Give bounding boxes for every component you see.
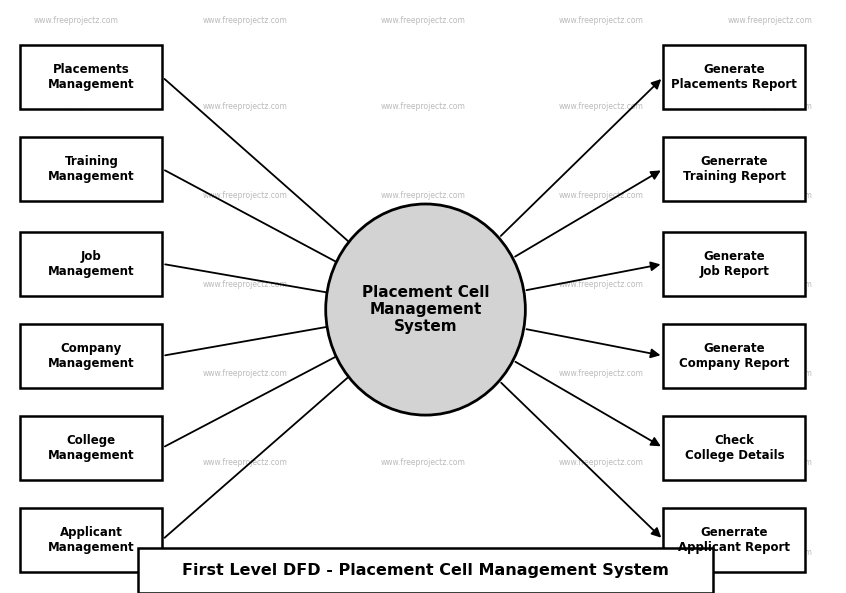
Text: Generrate
Applicant Report: Generrate Applicant Report	[678, 525, 790, 554]
Text: First Level DFD - Placement Cell Management System: First Level DFD - Placement Cell Managem…	[182, 563, 669, 578]
FancyBboxPatch shape	[663, 45, 805, 109]
Text: www.freeprojectz.com: www.freeprojectz.com	[34, 369, 118, 378]
FancyBboxPatch shape	[663, 416, 805, 480]
Text: www.freeprojectz.com: www.freeprojectz.com	[558, 191, 643, 200]
Text: www.freeprojectz.com: www.freeprojectz.com	[728, 191, 812, 200]
Text: Check
College Details: Check College Details	[684, 433, 784, 462]
Text: www.freeprojectz.com: www.freeprojectz.com	[203, 458, 288, 467]
Text: www.freeprojectz.com: www.freeprojectz.com	[34, 548, 118, 557]
FancyBboxPatch shape	[138, 548, 713, 593]
Text: www.freeprojectz.com: www.freeprojectz.com	[558, 102, 643, 111]
Text: Generate
Placements Report: Generate Placements Report	[672, 63, 797, 91]
Text: www.freeprojectz.com: www.freeprojectz.com	[34, 102, 118, 111]
Text: College
Management: College Management	[48, 433, 135, 462]
Text: www.freeprojectz.com: www.freeprojectz.com	[381, 548, 465, 557]
Text: www.freeprojectz.com: www.freeprojectz.com	[34, 280, 118, 289]
Text: www.freeprojectz.com: www.freeprojectz.com	[381, 102, 465, 111]
Text: www.freeprojectz.com: www.freeprojectz.com	[558, 458, 643, 467]
Text: www.freeprojectz.com: www.freeprojectz.com	[558, 548, 643, 557]
Text: www.freeprojectz.com: www.freeprojectz.com	[203, 548, 288, 557]
FancyBboxPatch shape	[20, 416, 162, 480]
Text: Placement Cell
Management
System: Placement Cell Management System	[362, 285, 489, 334]
Text: Training
Management: Training Management	[48, 155, 135, 183]
Text: www.freeprojectz.com: www.freeprojectz.com	[381, 16, 465, 25]
FancyBboxPatch shape	[663, 508, 805, 572]
FancyBboxPatch shape	[20, 232, 162, 296]
Text: www.freeprojectz.com: www.freeprojectz.com	[203, 16, 288, 25]
Text: www.freeprojectz.com: www.freeprojectz.com	[381, 369, 465, 378]
Ellipse shape	[326, 204, 525, 415]
Text: www.freeprojectz.com: www.freeprojectz.com	[728, 458, 812, 467]
Text: www.freeprojectz.com: www.freeprojectz.com	[203, 280, 288, 289]
Text: www.freeprojectz.com: www.freeprojectz.com	[381, 191, 465, 200]
Text: www.freeprojectz.com: www.freeprojectz.com	[203, 369, 288, 378]
FancyBboxPatch shape	[20, 45, 162, 109]
Text: www.freeprojectz.com: www.freeprojectz.com	[558, 280, 643, 289]
Text: www.freeprojectz.com: www.freeprojectz.com	[558, 16, 643, 25]
Text: www.freeprojectz.com: www.freeprojectz.com	[728, 369, 812, 378]
Text: Applicant
Management: Applicant Management	[48, 525, 135, 554]
FancyBboxPatch shape	[663, 232, 805, 296]
Text: www.freeprojectz.com: www.freeprojectz.com	[381, 280, 465, 289]
Text: www.freeprojectz.com: www.freeprojectz.com	[381, 458, 465, 467]
Text: Job
Management: Job Management	[48, 250, 135, 278]
Text: Generate
Job Report: Generate Job Report	[700, 250, 769, 278]
Text: www.freeprojectz.com: www.freeprojectz.com	[34, 191, 118, 200]
Text: Generrate
Training Report: Generrate Training Report	[683, 155, 786, 183]
Text: www.freeprojectz.com: www.freeprojectz.com	[203, 191, 288, 200]
Text: www.freeprojectz.com: www.freeprojectz.com	[728, 548, 812, 557]
FancyBboxPatch shape	[663, 324, 805, 388]
Text: www.freeprojectz.com: www.freeprojectz.com	[728, 280, 812, 289]
Text: Placements
Management: Placements Management	[48, 63, 135, 91]
Text: Generate
Company Report: Generate Company Report	[679, 342, 789, 370]
FancyBboxPatch shape	[663, 137, 805, 201]
Text: www.freeprojectz.com: www.freeprojectz.com	[203, 102, 288, 111]
Text: www.freeprojectz.com: www.freeprojectz.com	[728, 102, 812, 111]
FancyBboxPatch shape	[20, 137, 162, 201]
FancyBboxPatch shape	[20, 508, 162, 572]
Text: www.freeprojectz.com: www.freeprojectz.com	[34, 458, 118, 467]
Text: www.freeprojectz.com: www.freeprojectz.com	[558, 369, 643, 378]
Text: www.freeprojectz.com: www.freeprojectz.com	[34, 16, 118, 25]
Text: www.freeprojectz.com: www.freeprojectz.com	[728, 16, 812, 25]
FancyBboxPatch shape	[20, 324, 162, 388]
Text: Company
Management: Company Management	[48, 342, 135, 370]
